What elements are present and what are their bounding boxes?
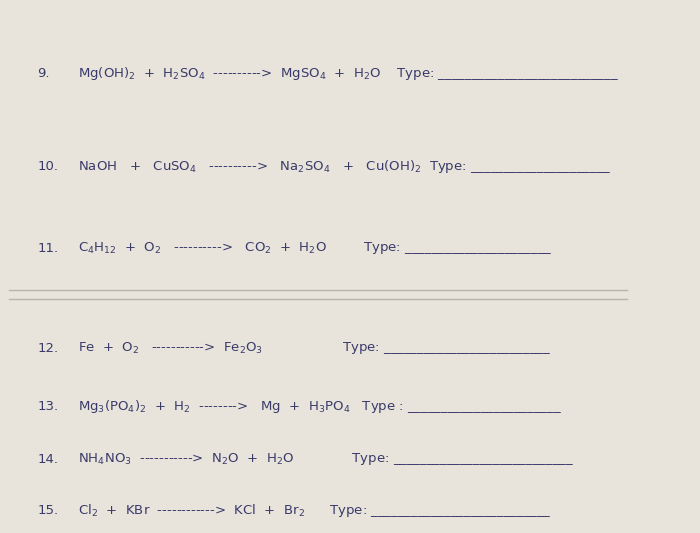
Text: $\mathregular{Fe}$  +  $\mathregular{O_2}$   ----------->  $\mathregular{Fe_2O_3: $\mathregular{Fe}$ + $\mathregular{O_2}$… [78,340,552,356]
Text: 10.: 10. [38,160,59,173]
Text: $\mathregular{NH_4NO_3}$  ----------->  $\mathregular{N_2O}$  +  $\mathregular{H: $\mathregular{NH_4NO_3}$ -----------> $\… [78,451,575,467]
Text: 11.: 11. [38,241,59,255]
Text: 12.: 12. [38,342,59,355]
Text: $\mathregular{NaOH}$   +   $\mathregular{CuSO_4}$   ---------->   $\mathregular{: $\mathregular{NaOH}$ + $\mathregular{CuS… [78,158,612,175]
Text: $\mathregular{C_4H_{12}}$  +  $\mathregular{O_2}$   ---------->   $\mathregular{: $\mathregular{C_4H_{12}}$ + $\mathregula… [78,240,553,256]
Text: 9.: 9. [38,68,50,80]
Text: 13.: 13. [38,400,59,413]
Text: $\mathregular{Mg(OH)_2}$  +  $\mathregular{H_2SO_4}$  ---------->  $\mathregular: $\mathregular{Mg(OH)_2}$ + $\mathregular… [78,66,620,83]
Text: 15.: 15. [38,504,59,516]
Text: $\mathregular{Mg_3(PO_4)_2}$  +  $\mathregular{H_2}$  -------->   $\mathregular{: $\mathregular{Mg_3(PO_4)_2}$ + $\mathreg… [78,398,562,415]
Text: 14.: 14. [38,453,59,465]
Text: $\mathregular{Cl_2}$  +  $\mathregular{KBr}$  ------------>  $\mathregular{KCl}$: $\mathregular{Cl_2}$ + $\mathregular{KBr… [78,502,552,519]
